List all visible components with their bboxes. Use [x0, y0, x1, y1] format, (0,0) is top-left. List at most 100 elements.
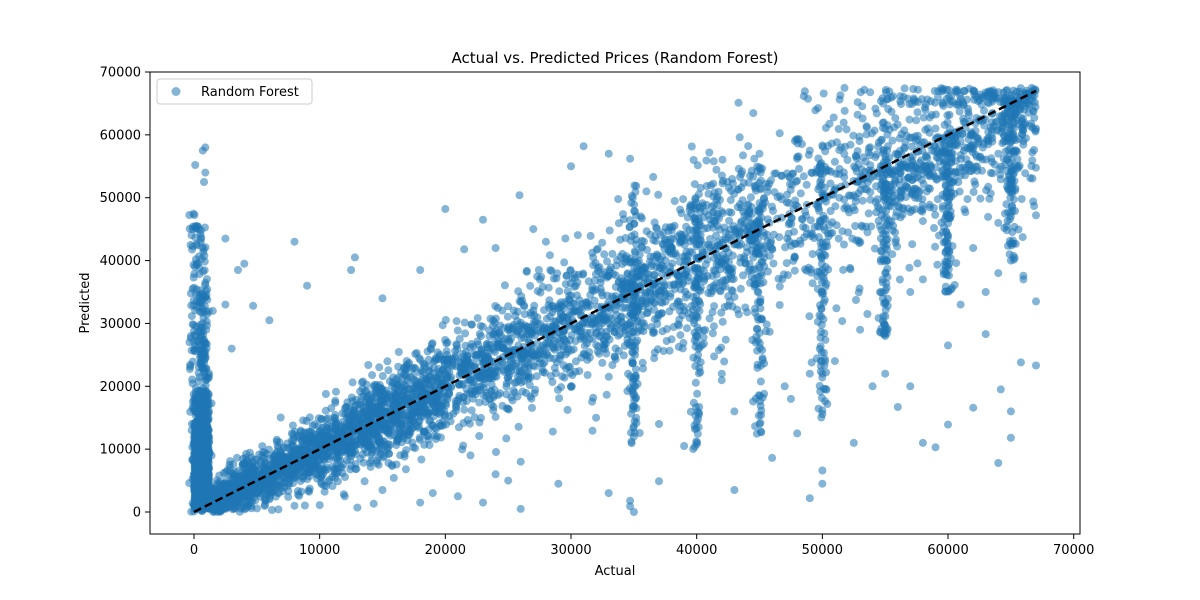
data-point: [931, 242, 940, 251]
data-point: [856, 88, 865, 97]
data-point: [703, 272, 712, 280]
data-point: [670, 197, 679, 205]
data-point: [840, 240, 848, 249]
data-point: [268, 506, 276, 514]
data-point: [504, 302, 513, 311]
data-point: [846, 140, 855, 149]
data-point: [799, 172, 808, 181]
data-point: [735, 229, 744, 237]
data-point: [321, 406, 330, 415]
data-point: [746, 171, 754, 180]
data-point: [717, 343, 726, 352]
data-point: [712, 270, 721, 279]
data-point: [638, 358, 647, 367]
data-point: [345, 404, 354, 413]
data-point: [435, 350, 444, 359]
data-point: [908, 133, 916, 142]
data-point: [689, 156, 698, 164]
data-point: [485, 340, 494, 349]
data-point: [1028, 174, 1037, 183]
data-point: [708, 329, 717, 338]
data-point: [430, 357, 439, 366]
data-point: [867, 222, 876, 231]
data-point: [858, 222, 867, 231]
data-point: [338, 409, 347, 418]
data-point: [770, 169, 779, 178]
data-point: [919, 113, 928, 122]
data-point: [734, 98, 743, 107]
data-point: [839, 265, 848, 274]
data-point: [679, 195, 688, 204]
data-point: [492, 448, 500, 456]
data-point: [744, 178, 753, 187]
data-point: [652, 223, 661, 232]
data-point: [662, 337, 671, 345]
data-point: [255, 450, 264, 459]
data-point: [943, 111, 952, 120]
data-point: [763, 215, 772, 224]
data-point: [853, 98, 862, 107]
data-point: [597, 274, 605, 283]
data-point: [475, 432, 484, 440]
data-point: [855, 137, 864, 145]
data-point: [284, 481, 293, 490]
data-point: [739, 271, 747, 280]
data-point: [665, 307, 674, 316]
data-point: [453, 326, 462, 335]
data-point: [749, 109, 758, 118]
data-point: [655, 310, 664, 318]
data-point: [710, 254, 719, 262]
data-point: [513, 307, 522, 316]
data-point: [726, 196, 735, 205]
data-point: [986, 168, 995, 177]
data-point: [570, 273, 579, 282]
data-point: [222, 502, 231, 511]
data-point: [858, 196, 867, 205]
data-point: [520, 321, 529, 330]
data-point: [736, 284, 745, 293]
data-point: [834, 234, 843, 243]
data-point: [887, 107, 896, 116]
data-point: [475, 398, 484, 407]
data-point: [560, 373, 569, 382]
data-point: [913, 259, 922, 268]
data-point: [724, 301, 732, 310]
data-point: [808, 250, 817, 258]
data-point: [784, 229, 793, 238]
data-point: [594, 264, 602, 272]
data-point: [369, 499, 378, 508]
data-point: [653, 320, 662, 328]
data-point: [675, 297, 684, 306]
data-point: [769, 259, 778, 268]
data-point: [895, 134, 904, 143]
data-point: [300, 501, 309, 510]
data-point: [582, 318, 591, 327]
data-point: [649, 252, 658, 261]
data-point: [734, 310, 743, 319]
data-point: [389, 473, 398, 482]
data-point: [549, 274, 558, 283]
data-point: [573, 231, 582, 240]
data-point: [336, 462, 345, 471]
data-point: [682, 222, 691, 231]
data-point: [294, 490, 302, 499]
data-point: [504, 404, 512, 413]
data-point: [682, 265, 691, 274]
data-point: [828, 218, 837, 227]
data-point: [651, 299, 659, 307]
data-point: [602, 390, 611, 399]
data-point: [473, 314, 482, 323]
data-point: [576, 334, 585, 343]
data-point: [664, 227, 673, 235]
data-point: [709, 157, 718, 166]
data-point: [500, 281, 509, 290]
data-point: [482, 391, 491, 400]
data-point: [676, 285, 685, 294]
data-point: [333, 448, 342, 457]
data-point: [524, 370, 533, 378]
data-point: [639, 364, 648, 373]
data-point: [560, 258, 569, 267]
data-point: [709, 322, 718, 331]
data-point: [802, 230, 811, 238]
